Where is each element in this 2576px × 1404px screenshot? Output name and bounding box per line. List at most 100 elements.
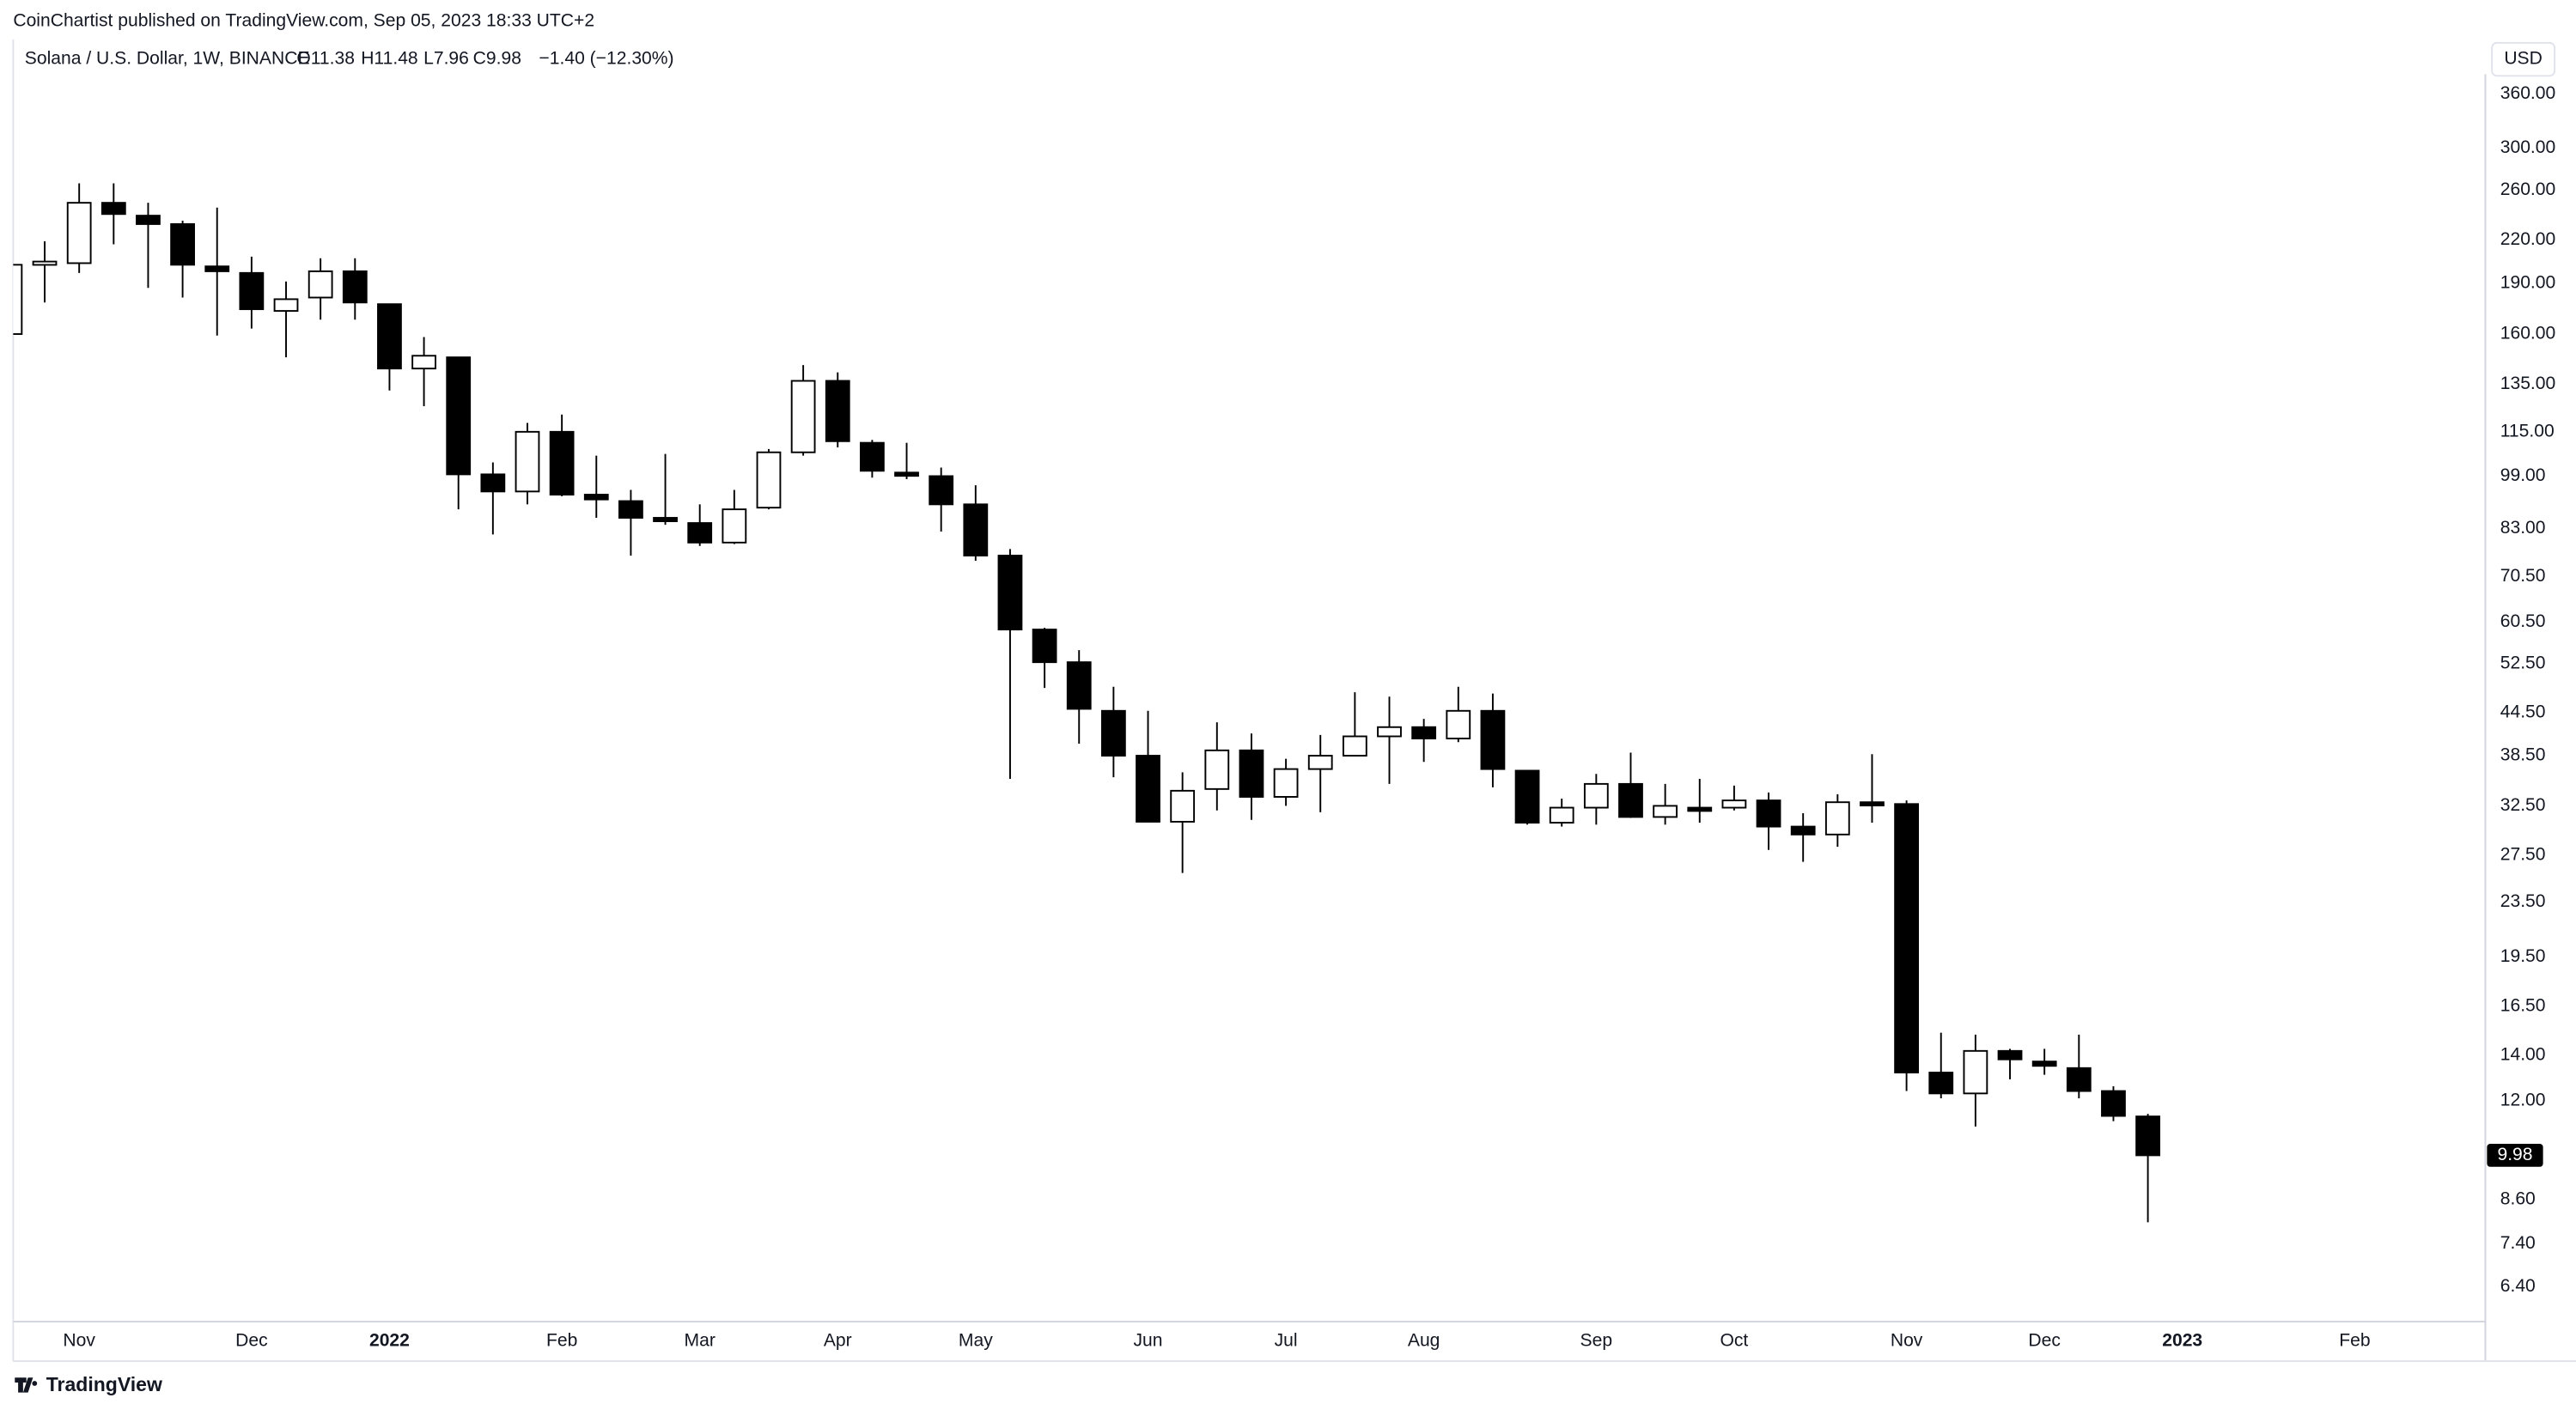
y-tick-label: 360.00: [2500, 83, 2556, 103]
candle-body: [790, 380, 816, 453]
candle-body: [136, 215, 161, 225]
candle-body: [1824, 801, 1850, 836]
ohlc-low: L7.96: [423, 49, 469, 69]
logo-icon[interactable]: [15, 1377, 38, 1393]
y-tick-label: 27.50: [2500, 845, 2546, 865]
x-tick-label: Feb: [2339, 1331, 2370, 1351]
y-tick-label: 19.50: [2500, 946, 2546, 966]
candle-body: [1963, 1049, 1988, 1095]
candle-body: [653, 517, 678, 522]
candle-body: [1446, 709, 1471, 739]
x-tick-label: Apr: [824, 1331, 852, 1351]
ohlc-close: C9.98: [473, 49, 521, 69]
y-tick-label: 160.00: [2500, 324, 2556, 343]
candle-body: [583, 494, 609, 501]
candle-body: [515, 430, 540, 493]
candle-body: [2066, 1067, 2092, 1092]
y-tick-label: 115.00: [2500, 421, 2555, 441]
candle-body: [2031, 1061, 2057, 1067]
candle-body: [1480, 709, 1506, 770]
y-tick-label: 83.00: [2500, 518, 2546, 538]
y-tick-label: 190.00: [2500, 272, 2556, 292]
last-price-box: [2487, 1143, 2543, 1167]
y-tick-label: 52.50: [2500, 653, 2546, 673]
y-tick-label: 220.00: [2500, 229, 2556, 249]
candle-body: [1377, 726, 1402, 738]
candle-body: [377, 303, 402, 370]
candle-body: [170, 222, 195, 266]
candle-body: [1032, 629, 1057, 664]
candle-body: [1204, 749, 1230, 790]
candle-body: [1170, 789, 1196, 823]
candle-body: [66, 202, 92, 264]
y-tick-label: 300.00: [2500, 137, 2556, 157]
currency-box[interactable]: [2491, 41, 2556, 77]
x-tick-label: Nov: [1891, 1331, 1923, 1351]
y-tick-label: 7.40: [2500, 1233, 2536, 1253]
y-tick-label: 44.50: [2500, 702, 2546, 722]
candle-body: [1273, 768, 1299, 798]
x-tick-label: Oct: [1720, 1331, 1748, 1351]
ohlc-high: H11.48: [361, 49, 417, 69]
attribution: CoinChartist published on TradingView.co…: [13, 11, 594, 31]
y-tick-label: 12.00: [2500, 1090, 2546, 1109]
candle-body: [446, 356, 472, 476]
candle-body: [2101, 1090, 2126, 1117]
y-tick-label: 16.50: [2500, 996, 2546, 1016]
y-tick-label: 99.00: [2500, 465, 2546, 485]
candle-body: [1549, 806, 1574, 824]
y-tick-label: 6.40: [2500, 1276, 2536, 1296]
x-tick-label: Jun: [1134, 1331, 1163, 1351]
x-tick-label: 2023: [2162, 1331, 2202, 1351]
x-tick-label: 2022: [369, 1331, 410, 1351]
tradingview-logo[interactable]: TradingView: [15, 1373, 162, 1395]
last-price-label: 9.98: [2497, 1145, 2532, 1164]
x-tick-label: Nov: [63, 1331, 95, 1351]
y-tick-label: 60.50: [2500, 611, 2546, 631]
x-tick-label: Feb: [546, 1331, 577, 1351]
y-tick-label: 135.00: [2500, 374, 2556, 393]
x-tick-label: Aug: [1408, 1331, 1440, 1351]
candle-body: [13, 264, 23, 335]
candle-body: [100, 202, 126, 216]
candle-body: [1100, 709, 1126, 757]
candle-body: [1066, 661, 1092, 710]
candle-body: [480, 473, 506, 493]
candle-body: [1514, 769, 1540, 824]
y-tick-label: 70.50: [2500, 566, 2546, 586]
candle-body: [239, 271, 265, 311]
x-tick-label: Sep: [1580, 1331, 1613, 1351]
candle-body: [929, 475, 954, 506]
candle-body: [1342, 735, 1367, 757]
candle-body: [1687, 806, 1713, 812]
candle-body: [963, 503, 989, 556]
currency[interactable]: USD: [2504, 49, 2543, 69]
candle-body: [308, 270, 333, 299]
candle-body: [1756, 799, 1781, 828]
x-tick-label: Mar: [685, 1331, 716, 1351]
y-tick-label: 38.50: [2500, 745, 2546, 765]
change: −1.40 (−12.30%): [539, 49, 673, 69]
candle-body: [1618, 782, 1643, 818]
candle-body: [1928, 1072, 1954, 1095]
symbol-title: Solana / U.S. Dollar, 1W, BINANCE: [25, 49, 310, 69]
candle-body: [894, 471, 919, 477]
candle-body: [1307, 755, 1333, 770]
x-tick-label: Jul: [1275, 1331, 1298, 1351]
candle-body: [1653, 805, 1678, 818]
candle-body: [549, 430, 575, 495]
candle-body: [825, 380, 850, 442]
candle-body: [204, 265, 230, 272]
candle-body: [411, 355, 436, 370]
candle-body: [1411, 726, 1437, 739]
candle-body: [1583, 782, 1609, 809]
logo-text[interactable]: TradingView: [46, 1373, 162, 1395]
y-tick-label: 23.50: [2500, 891, 2546, 911]
y-tick-label: 8.60: [2500, 1188, 2536, 1208]
plot-area: [13, 183, 2160, 1223]
y-tick-label: 14.00: [2500, 1044, 2546, 1064]
candle-body: [2135, 1115, 2160, 1157]
x-tick-label: May: [959, 1331, 993, 1351]
x-tick-label: Dec: [235, 1331, 268, 1351]
